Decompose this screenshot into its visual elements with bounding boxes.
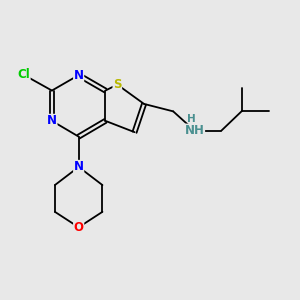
Text: Cl: Cl	[17, 68, 30, 81]
Text: N: N	[47, 114, 57, 128]
Text: N: N	[74, 160, 84, 173]
Text: H: H	[187, 114, 196, 124]
Text: N: N	[74, 69, 84, 82]
Text: O: O	[74, 221, 84, 234]
Text: NH: NH	[184, 124, 205, 137]
Text: S: S	[113, 78, 122, 91]
